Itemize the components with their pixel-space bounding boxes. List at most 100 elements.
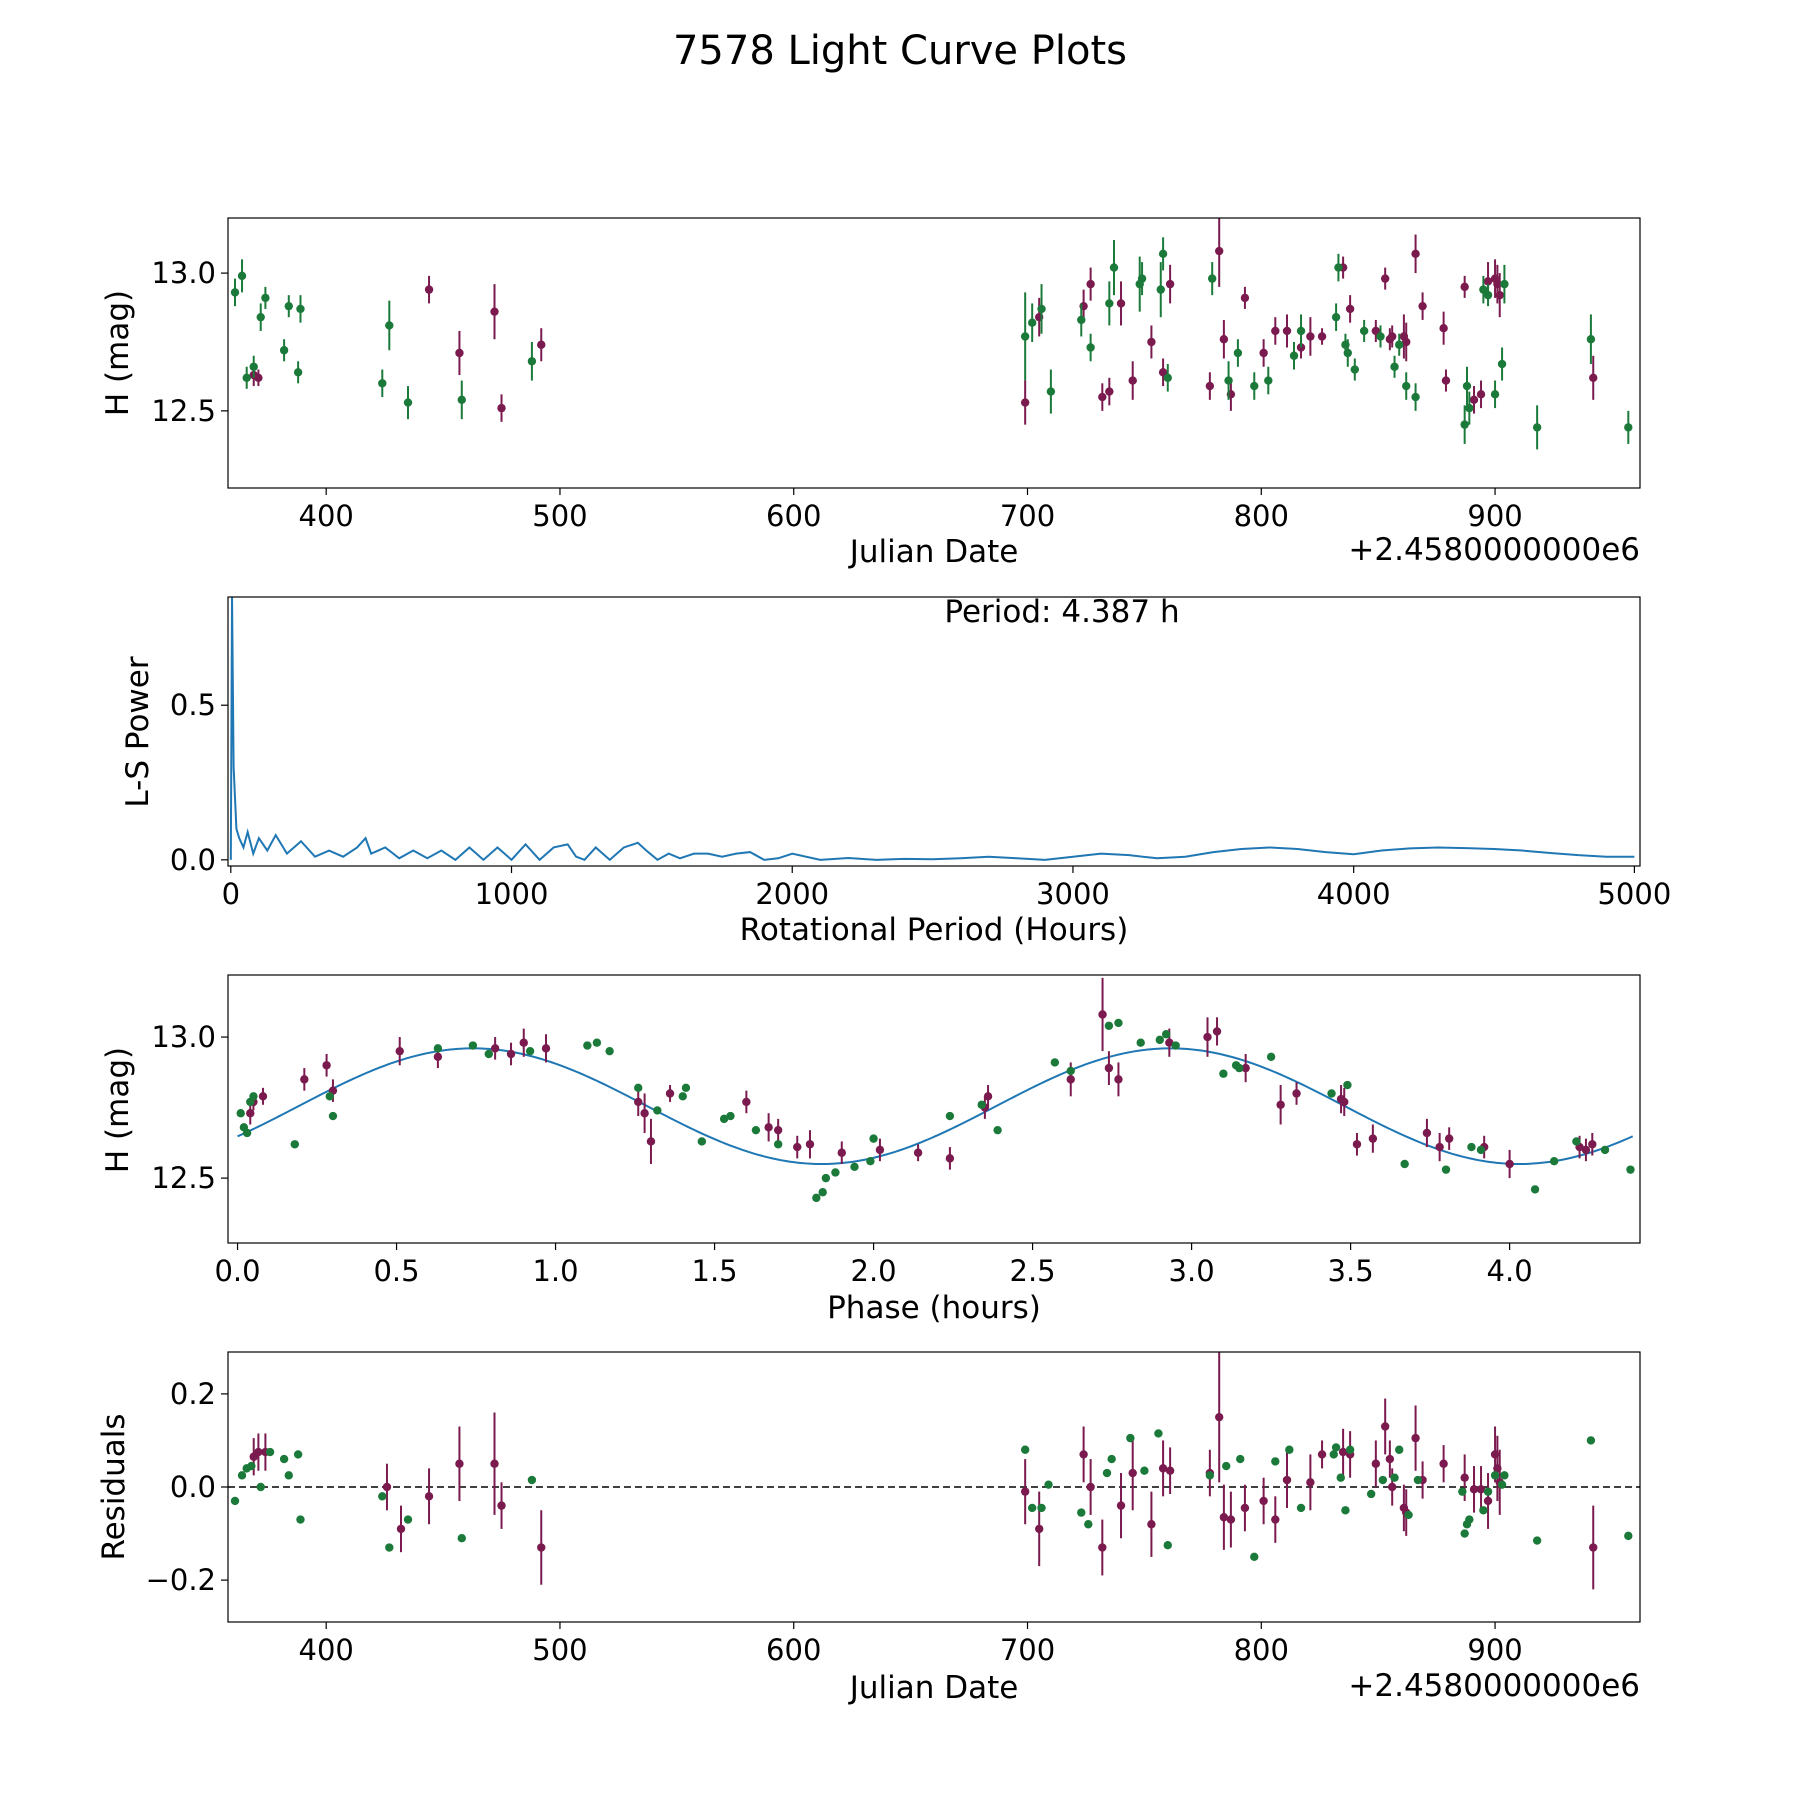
lightcurve-filter-a-point — [1402, 337, 1411, 347]
residuals-filter-b-point — [1404, 1510, 1413, 1520]
lightcurve-xtick-label: 600 — [766, 499, 821, 533]
lightcurve-filter-b-point — [296, 304, 305, 314]
residuals-filter-b-point — [1020, 1445, 1030, 1454]
phase-xtick-label: 0.5 — [373, 1254, 419, 1288]
lightcurve-filter-a-point — [1215, 246, 1224, 256]
lightcurve-filter-b-point — [293, 368, 303, 377]
residuals-filter-b-point — [1460, 1529, 1469, 1538]
residuals-filter-b-point — [1222, 1461, 1231, 1471]
lightcurve-filter-a-point — [1460, 282, 1469, 292]
phase-filter-b-point — [1171, 1041, 1180, 1050]
lightcurve-filter-a-point — [424, 285, 434, 294]
periodogram-annotation: Period: 4.387 h — [944, 594, 1179, 630]
residuals-filter-b-point — [1285, 1445, 1294, 1454]
lightcurve-offset-text: +2.4580000000e6 — [1348, 532, 1640, 568]
lightcurve-filter-a-point — [1086, 279, 1095, 289]
phase-filter-b-point — [697, 1137, 707, 1146]
phase-filter-a-point — [258, 1092, 268, 1101]
residuals-offset-text: +2.4580000000e6 — [1348, 1668, 1640, 1704]
residuals-filter-a-point — [396, 1524, 406, 1534]
phase-filter-a-point — [1276, 1100, 1285, 1109]
lightcurve-filter-b-point — [1296, 326, 1306, 336]
periodogram-xtick-label: 0 — [222, 877, 240, 911]
phase-filter-b-point — [678, 1092, 687, 1101]
lightcurve-filter-b-point — [279, 346, 289, 355]
phase-filter-b-point — [1161, 1030, 1171, 1039]
lightcurve-filter-a-point — [537, 340, 546, 349]
phase-filter-a-point — [1292, 1089, 1301, 1098]
phase-model-curve — [237, 1047, 1634, 1165]
phase-filter-b-point — [1600, 1145, 1610, 1155]
phase-filter-a-point — [300, 1075, 309, 1084]
residuals-filter-b-point — [1271, 1457, 1280, 1466]
residuals-filter-b-point — [230, 1496, 240, 1506]
phase-filter-b-point — [605, 1046, 614, 1056]
periodogram-axes-frame — [227, 596, 1641, 867]
lightcurve-filter-b-point — [1343, 348, 1352, 358]
lightcurve-filter-a-point — [490, 307, 499, 316]
phase-filter-b-point — [634, 1083, 643, 1093]
phase-filter-b-point — [249, 1092, 258, 1101]
lightcurve-filter-b-point — [284, 301, 293, 311]
phase-filter-a-point — [1505, 1159, 1514, 1169]
phase-filter-b-point — [977, 1100, 986, 1109]
residuals-filter-a-point — [424, 1492, 434, 1501]
phase-filter-a-point — [646, 1137, 656, 1146]
lightcurve-filter-a-point — [1345, 304, 1355, 314]
residuals-filter-b-point — [1163, 1540, 1172, 1550]
lightcurve-filter-a-point — [1128, 376, 1137, 385]
lightcurve-filter-a-point — [1469, 395, 1479, 405]
phase-filter-b-point — [325, 1092, 334, 1101]
residuals-filter-a-point — [1483, 1496, 1493, 1506]
residuals-xtick-label: 400 — [299, 1633, 354, 1667]
phase-filter-b-point — [236, 1109, 245, 1118]
residuals-filter-b-point — [1037, 1503, 1046, 1513]
residuals-filter-b-point — [1331, 1443, 1341, 1452]
phase-xtick-label: 3.0 — [1169, 1254, 1215, 1288]
residuals-filter-b-point — [1413, 1475, 1423, 1485]
phase-filter-a-point — [1588, 1140, 1597, 1149]
lightcurve-filter-b-point — [1483, 290, 1493, 300]
residuals-filter-a-point — [1259, 1496, 1268, 1506]
lightcurve-filter-b-point — [1500, 279, 1509, 289]
residuals-filter-a-point — [1589, 1543, 1598, 1552]
residuals-ytick-label: −0.2 — [146, 1563, 216, 1597]
lightcurve-axes-frame — [227, 217, 1641, 489]
phase-filter-b-point — [525, 1046, 535, 1056]
phase-filter-b-point — [242, 1128, 252, 1138]
lightcurve-filter-b-point — [1077, 315, 1086, 325]
residuals-filter-a-point — [1219, 1513, 1229, 1522]
phase-filter-a-point — [634, 1097, 643, 1107]
phase-filter-a-point — [1581, 1145, 1591, 1155]
residuals-filter-a-point — [1385, 1454, 1395, 1464]
lightcurve-filter-b-point — [1390, 362, 1399, 371]
lightcurve-xtick-label: 800 — [1234, 499, 1289, 533]
residuals-ticks: 400 500 600 700 800 900 −0.2 0.0 0.2 — [146, 1377, 1523, 1667]
phase-filter-b-point — [592, 1038, 602, 1047]
residuals-filter-b-point — [1102, 1468, 1112, 1478]
phase-marks — [236, 977, 1635, 1203]
lightcurve-filter-b-point — [1586, 335, 1596, 344]
residuals-filter-a-point — [1271, 1515, 1280, 1524]
residuals-filter-b-point — [237, 1471, 247, 1480]
residuals-filter-b-point — [1336, 1473, 1345, 1482]
phase-filter-b-point — [866, 1156, 875, 1166]
phase-filter-a-point — [541, 1044, 551, 1053]
phase-filter-b-point — [1327, 1089, 1336, 1098]
residuals-filter-a-point — [1116, 1501, 1126, 1510]
residuals-filter-b-point — [1107, 1454, 1116, 1464]
residuals-xtick-label: 700 — [1000, 1633, 1055, 1667]
phase-ylabel: H (mag) — [100, 1047, 136, 1173]
phase-filter-b-point — [1235, 1063, 1244, 1073]
residuals-filter-b-point — [1483, 1487, 1493, 1496]
lightcurve-filter-a-point — [1439, 324, 1448, 333]
lightcurve-filter-b-point — [1264, 376, 1273, 385]
residuals-filter-b-point — [1250, 1552, 1259, 1562]
periodogram-xtick-label: 1000 — [475, 877, 549, 911]
residuals-filter-b-point — [1490, 1471, 1500, 1480]
phase-filter-b-point — [1155, 1035, 1164, 1045]
phase-filter-b-point — [1104, 1021, 1114, 1030]
residuals-filter-b-point — [1236, 1454, 1245, 1464]
phase-filter-a-point — [1368, 1134, 1378, 1143]
phase-filter-a-point — [640, 1109, 649, 1118]
